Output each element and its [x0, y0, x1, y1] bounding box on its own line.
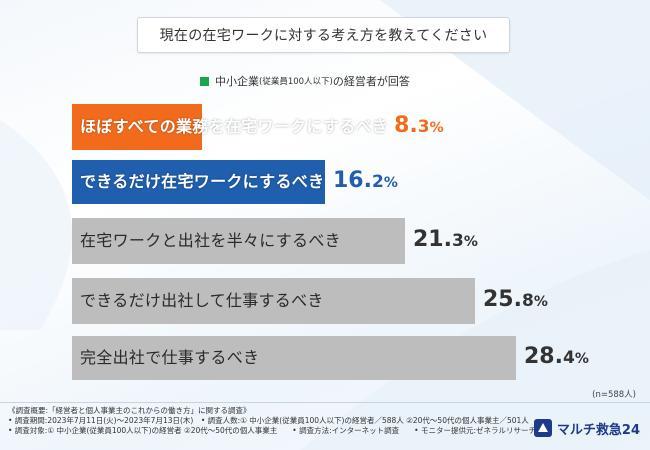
legend-sub: (従業員100人以下): [259, 77, 333, 87]
bar-label-5: 完全出社で仕事するべき: [80, 348, 260, 367]
value-decimal: 3: [417, 117, 430, 137]
value-integer: 25.: [483, 287, 522, 312]
brand-mark-shape: [537, 423, 548, 432]
bar-5: [72, 336, 516, 380]
bar-2: [72, 160, 325, 204]
survey-notes: 《調査概要:「経営者と個人事業主のこれからの働き方」に関する調査》 • 調査期間…: [8, 406, 568, 436]
value-percent-sign: %: [383, 175, 398, 191]
bar-4: [72, 278, 475, 324]
survey-note-line: • 調査対象:① 中小企業(従業員100人以下)の経営者 ②20代〜50代の個人…: [8, 426, 536, 435]
question-title-box: 現在の在宅ワークに対する考え方を教えてください: [137, 17, 510, 53]
legend-swatch: [200, 76, 209, 86]
value-decimal: 2: [371, 172, 384, 192]
sample-size: (n=588人): [592, 390, 636, 400]
value-decimal: 4: [562, 348, 575, 368]
survey-note-line: 《調査概要:「経営者と個人事業主のこれからの働き方」に関する調査》: [8, 406, 251, 415]
bar-1: [72, 104, 202, 150]
brand-mark-icon: [533, 419, 552, 437]
value-integer: 28.: [524, 344, 563, 369]
survey-note-line: • 調査期間:2023年7月11日(火)〜2023年7月13日(木) • 調査人…: [8, 416, 529, 425]
bar-label-3: 在宅ワークと出社を半々にするべき: [80, 231, 341, 250]
value-percent-sign: %: [574, 351, 589, 367]
bar-label-1: ほぼすべての業務を在宅ワークにするべき: [80, 117, 389, 136]
value-label-3: 21.3%: [413, 227, 478, 252]
bar-label-4: できるだけ出社して仕事するべき: [80, 291, 324, 310]
bar-label-2: できるだけ在宅ワークにするべき: [80, 172, 325, 191]
value-integer: 21.: [413, 227, 452, 252]
footer-divider: [0, 402, 650, 403]
legend-tail: の経営者が回答: [332, 75, 410, 88]
legend: 中小企業 (従業員100人以下) の経営者が回答: [200, 73, 410, 89]
value-label-1: 8.3%: [394, 113, 444, 138]
value-percent-sign: %: [429, 120, 444, 136]
legend-main: 中小企業: [215, 75, 259, 88]
value-label-2: 16.2%: [333, 168, 398, 193]
value-label-5: 28.4%: [524, 344, 589, 369]
value-label-4: 25.8%: [483, 287, 548, 312]
value-integer: 16.: [333, 168, 372, 193]
bar-chart: ほぼすべての業務を在宅ワークにするべき 8.3% できるだけ在宅ワークにするべき 16…: [72, 104, 589, 380]
brand-logo: マルチ救急24: [533, 418, 640, 438]
value-percent-sign: %: [463, 234, 478, 250]
question-title: 現在の在宅ワークに対する考え方を教えてください: [159, 28, 488, 44]
bar-3: [72, 218, 405, 264]
value-decimal: 3: [451, 231, 464, 251]
brand-name: マルチ救急24: [556, 422, 640, 438]
value-percent-sign: %: [533, 294, 548, 310]
value-integer: 8.: [394, 113, 418, 138]
value-decimal: 8: [521, 291, 534, 311]
